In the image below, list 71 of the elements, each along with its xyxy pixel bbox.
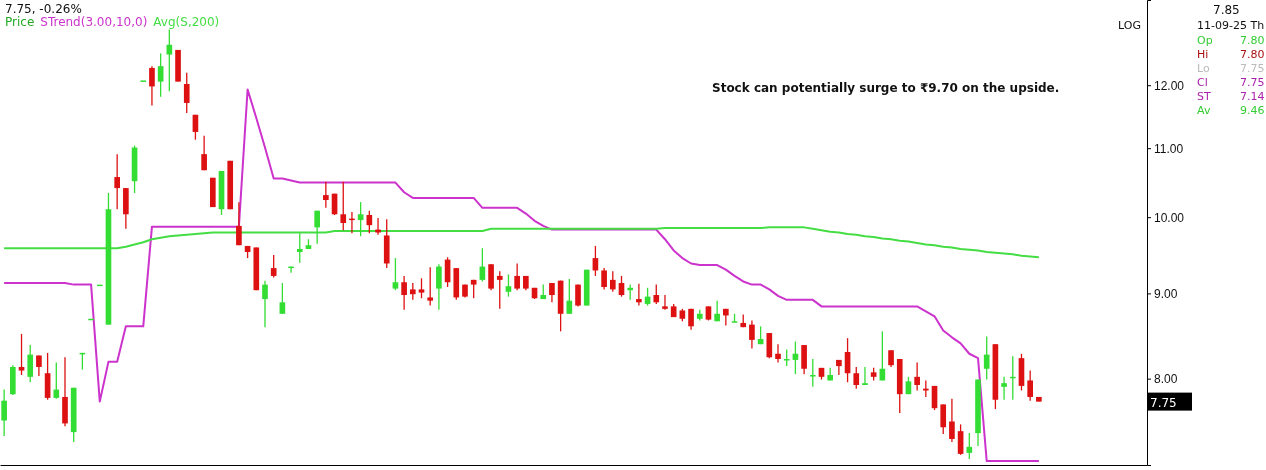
candlestick (340, 181, 347, 231)
text: Av 9.46 (1197, 104, 1265, 117)
candlestick (157, 52, 164, 98)
candlestick (957, 423, 964, 456)
candlestick (601, 267, 607, 291)
y-tick-label: 8.00 (1154, 371, 1178, 386)
y-tick-label: 10.00 (1154, 210, 1185, 225)
candlestick (392, 257, 399, 291)
candlestick (1027, 369, 1033, 402)
chart-title: 7.75, -0.26% (5, 2, 82, 16)
candlestick (201, 135, 207, 171)
candlestick (653, 283, 660, 305)
candlestick (183, 72, 190, 114)
candlestick (809, 358, 816, 388)
candlestick (427, 266, 434, 307)
candlestick (801, 344, 807, 375)
candlestick (566, 278, 573, 315)
candlestick (357, 201, 364, 237)
candlestick (549, 282, 555, 303)
candlestick (436, 263, 442, 311)
text: 7.85 (1213, 3, 1240, 17)
text: Op 7.80 (1197, 34, 1265, 47)
candlestick (949, 398, 955, 443)
candlestick (966, 432, 973, 460)
candlestick (53, 361, 60, 400)
candlestick (636, 283, 642, 307)
candlestick (1, 388, 7, 437)
candlestick (166, 28, 173, 92)
candlestick (775, 343, 781, 364)
candlestick (296, 232, 303, 264)
text: ST 7.14 (1197, 90, 1265, 103)
candlestick (149, 65, 155, 107)
candlestick (496, 270, 503, 310)
candlestick (514, 262, 520, 291)
candlestick (836, 359, 842, 376)
text: 7.75 (1150, 395, 1177, 410)
candlestick (323, 181, 329, 209)
candlestick (662, 294, 668, 311)
candlestick (401, 275, 407, 311)
line-series (3, 226, 1040, 259)
y-tick-label: 9.00 (1154, 286, 1178, 301)
text: STrend(3.00,10,0) (40, 15, 148, 29)
candlestick (18, 333, 25, 376)
candlestick (262, 280, 268, 328)
candlestick (236, 201, 242, 246)
candlestick (853, 366, 860, 390)
text: LOG (1118, 19, 1141, 32)
candlestick (940, 403, 947, 435)
candlestick (749, 319, 755, 350)
candlestick (418, 277, 425, 299)
candlestick (314, 210, 320, 245)
candlestick (1001, 376, 1007, 401)
candlestick (279, 282, 286, 315)
candlestick (914, 361, 920, 392)
candlestick (270, 254, 277, 279)
legend-title: Price (5, 15, 35, 29)
annotation: Stock can potentially surge to ₹9.70 on the upside. (712, 81, 1060, 95)
candlestick (375, 217, 381, 236)
candlestick (609, 270, 616, 293)
candlestick (36, 354, 42, 377)
text: Hi 7.80 (1197, 48, 1265, 61)
y-tick-label: 11.00 (1154, 141, 1184, 156)
y-tick-label: 12.00 (1154, 78, 1185, 93)
text: Cl 7.75 (1197, 76, 1265, 89)
candlestick (505, 273, 512, 298)
candlestick (27, 344, 34, 383)
candlestick (983, 335, 990, 381)
text: 11-09-25 Th (1197, 19, 1265, 32)
candlestick (114, 153, 120, 210)
text: Avg(S,200) (153, 15, 220, 29)
text: Lo 7.75 (1197, 62, 1265, 75)
